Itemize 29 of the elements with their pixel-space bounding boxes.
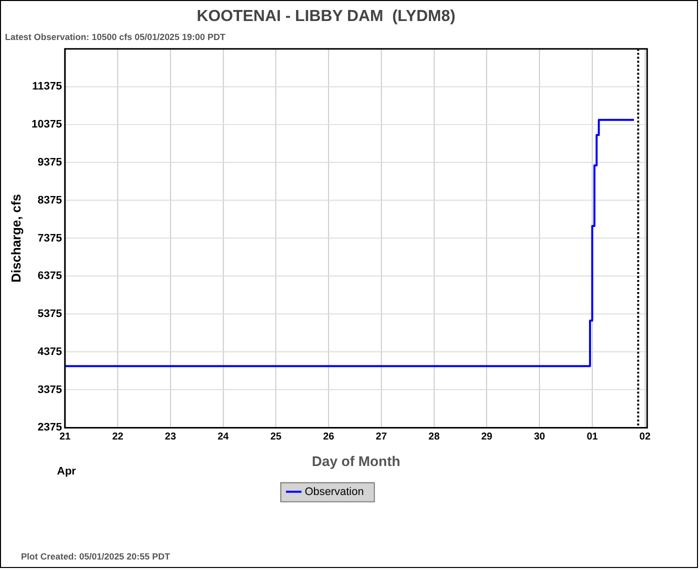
y-tick-label: 7375 — [38, 232, 62, 244]
text: Apr — [57, 466, 77, 478]
x-tick-label: 22 — [112, 431, 124, 442]
y-tick-label: 6375 — [38, 270, 62, 282]
y-tick-label: 5375 — [38, 308, 62, 320]
x-tick-label: 21 — [59, 431, 72, 442]
legend-label: Observation — [304, 486, 364, 498]
y-tick-label: 10375 — [32, 118, 62, 131]
y-axis-title: Discharge, cfs — [8, 194, 24, 282]
x-tick-label: 26 — [323, 431, 335, 442]
x-tick-label: 27 — [376, 431, 388, 442]
x-tick-label: 30 — [534, 431, 546, 442]
x-tick-label: 24 — [218, 431, 230, 442]
y-tick-label: 9375 — [38, 156, 62, 169]
x-tick-label: 25 — [270, 431, 282, 442]
chart-title: KOOTENAI - LIBBY DAM (LYDM8) — [196, 8, 456, 25]
y-tick-label: 8375 — [38, 194, 62, 206]
x-tick-label: 28 — [428, 431, 440, 442]
y-tick-label: 2375 — [38, 422, 62, 434]
y-tick-label: 11375 — [32, 80, 62, 93]
x-tick-label: 29 — [481, 431, 493, 442]
text: Plot Created: 05/01/2025 20:55 PDT — [20, 552, 171, 562]
x-tick-label: 02 — [639, 431, 651, 442]
x-axis-title: Day of Month — [312, 452, 400, 469]
y-tick-label: 3375 — [38, 384, 62, 396]
x-tick-label: 23 — [164, 431, 176, 442]
chart-subtitle: Latest Observation: 10500 cfs 05/01/2025 19:00 PDT — [4, 32, 226, 42]
x-tick-label: 01 — [586, 431, 598, 442]
y-tick-label: 4375 — [38, 346, 62, 358]
